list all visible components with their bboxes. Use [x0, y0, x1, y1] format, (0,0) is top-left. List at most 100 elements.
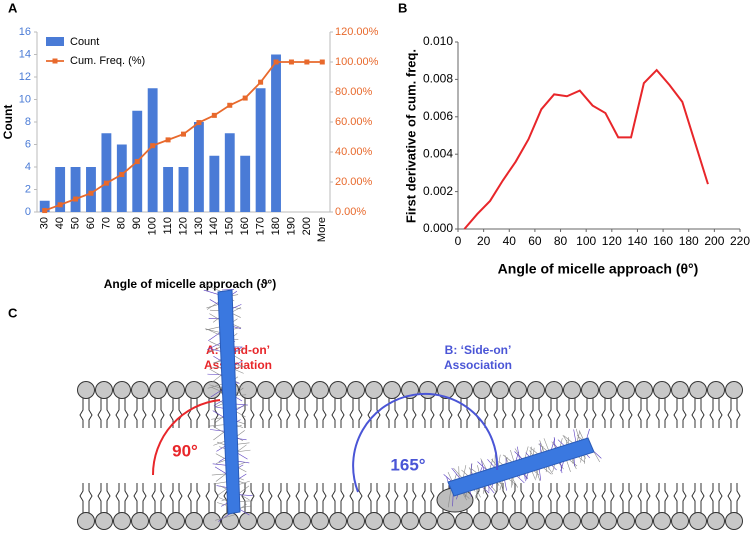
- lipid-tail: [673, 398, 678, 428]
- lipid-tail: [709, 398, 714, 428]
- lipid-tail: [187, 483, 192, 513]
- lipid-tail: [655, 483, 660, 513]
- lipid-tail: [619, 483, 624, 513]
- lipid-tail: [286, 398, 291, 428]
- lipid-head: [77, 381, 95, 399]
- panel-label: B: [398, 0, 407, 15]
- x-tick-label: 70: [100, 217, 112, 229]
- lipid-head: [455, 512, 473, 530]
- marker: [150, 143, 156, 149]
- lipid-tail: [394, 398, 399, 428]
- lipid-tail: [205, 398, 210, 428]
- marker: [288, 59, 294, 65]
- lipid-tail: [178, 483, 183, 513]
- marker: [73, 196, 79, 202]
- lipid-head: [725, 381, 743, 399]
- lipid-tail: [610, 483, 615, 513]
- lipid-tail: [637, 483, 642, 513]
- x-tick-label: 220: [730, 234, 750, 248]
- angle-label: 90°: [172, 441, 198, 460]
- lipid-head: [293, 512, 311, 530]
- lipid-tail: [691, 398, 696, 428]
- lipid-tail: [736, 483, 741, 513]
- lipid-head: [689, 512, 707, 530]
- lipid-tail: [628, 483, 633, 513]
- micelle-hair: [221, 289, 234, 291]
- x-tick-label: 150: [224, 217, 236, 235]
- lipid-head: [239, 381, 257, 399]
- lipid-tail: [160, 483, 165, 513]
- lipid-tail: [142, 398, 147, 428]
- micelle-core: [447, 437, 595, 497]
- lipid-tail: [466, 398, 471, 428]
- lipid-tail: [331, 483, 336, 513]
- lipid-tail: [448, 398, 453, 428]
- marker: [196, 120, 202, 126]
- lipid-tail: [421, 398, 426, 428]
- lipid-head: [311, 381, 329, 399]
- lipid-tail: [610, 398, 615, 428]
- y-tick-label: 0.004: [423, 146, 453, 160]
- lipid-head: [419, 512, 437, 530]
- lipid-tail: [268, 398, 273, 428]
- lipid-head: [131, 512, 149, 530]
- lipid-tail: [511, 398, 516, 428]
- lipid-head: [509, 381, 527, 399]
- y-tick-label: 4: [25, 161, 31, 173]
- lipid-head: [383, 512, 401, 530]
- lipid-tail: [79, 483, 84, 513]
- lipid-tail: [664, 398, 669, 428]
- lipid-tail: [520, 483, 525, 513]
- x-tick-label: 40: [54, 217, 66, 229]
- lipid-head: [581, 381, 599, 399]
- lipid-tail: [592, 483, 597, 513]
- marker: [258, 79, 264, 85]
- lipid-tail: [115, 483, 120, 513]
- lipid-tail: [358, 398, 363, 428]
- bar: [224, 133, 235, 212]
- lipid-tail: [115, 398, 120, 428]
- panel-label: A: [8, 0, 18, 15]
- x-tick-label: 140: [208, 217, 220, 235]
- y-tick-label: 12: [19, 71, 31, 83]
- x-tick-label: 20: [477, 234, 491, 248]
- y2-tick-label: 100.00%: [335, 56, 379, 68]
- lipid-head: [131, 381, 149, 399]
- lipid-head: [473, 512, 491, 530]
- lipid-tail: [529, 398, 534, 428]
- y-tick-label: 8: [25, 116, 31, 128]
- micelle-core: [217, 289, 241, 515]
- lipid-tail: [619, 398, 624, 428]
- x-tick-label: 50: [69, 217, 81, 229]
- lipid-tail: [412, 483, 417, 513]
- lipid-head: [653, 381, 671, 399]
- y-tick-label: 14: [19, 48, 31, 60]
- lipid-tail: [376, 398, 381, 428]
- lipid-tail: [313, 398, 318, 428]
- y-tick-label: 0.010: [423, 34, 453, 48]
- lipid-tail: [646, 483, 651, 513]
- lipid-tail: [547, 398, 552, 428]
- lipid-head: [599, 512, 617, 530]
- lipid-tail: [79, 398, 84, 428]
- bar: [116, 144, 127, 212]
- marker: [181, 131, 186, 137]
- lipid-tail: [88, 483, 93, 513]
- lipid-tail: [250, 483, 255, 513]
- lipid-head: [167, 381, 185, 399]
- lipid-tail: [637, 398, 642, 428]
- lipid-head: [617, 381, 635, 399]
- lipid-head: [185, 512, 203, 530]
- micelle-hair: [203, 283, 223, 293]
- lipid-head: [167, 512, 185, 530]
- x-tick-label: More: [316, 217, 328, 242]
- lipid-tail: [529, 483, 534, 513]
- lipid-head: [95, 381, 113, 399]
- bar: [240, 155, 251, 212]
- marker: [319, 59, 325, 65]
- lipid-tail: [268, 483, 273, 513]
- bar: [39, 200, 50, 212]
- lipid-head: [545, 512, 563, 530]
- lipid-tail: [538, 483, 543, 513]
- y-tick-label: 6: [25, 138, 31, 150]
